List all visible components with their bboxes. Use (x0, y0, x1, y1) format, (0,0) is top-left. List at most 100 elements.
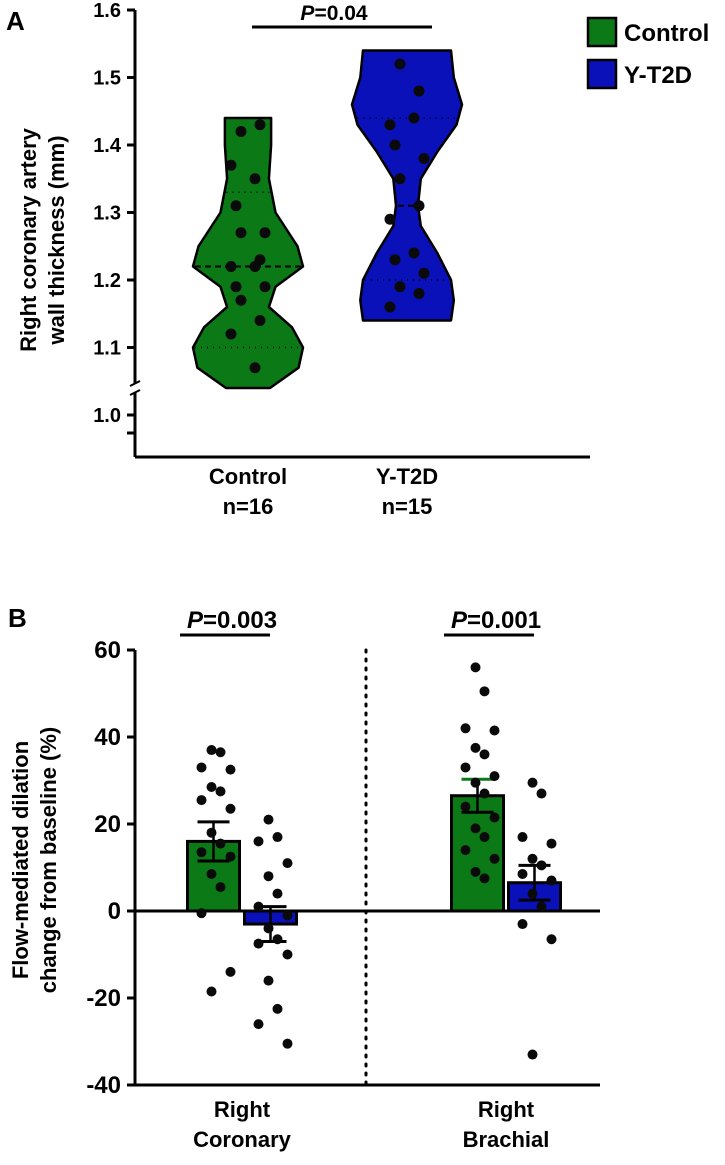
panel-a: A Right coronary artery wall thickness (m… (6, 0, 709, 519)
panel-b-ytick-label: -40 (86, 1072, 121, 1099)
violin-1-point (418, 153, 430, 164)
violin-0-point (259, 281, 271, 293)
point-0-0 (206, 745, 217, 756)
violin-0-point (235, 294, 247, 306)
point-0-0 (196, 795, 207, 806)
point-0-0 (225, 803, 236, 814)
violin-0-point (254, 315, 266, 326)
point-0-1 (263, 814, 274, 825)
point-0-1 (263, 923, 274, 934)
violin-0-point (235, 126, 247, 137)
panel-a-ytick-label: 1.0 (93, 405, 121, 427)
panel-a-ytick-label: 1.4 (93, 135, 122, 157)
point-1-0 (460, 762, 471, 773)
violin-0-point (225, 159, 237, 171)
point-1-0 (470, 662, 481, 673)
point-0-1 (263, 975, 274, 986)
legend-label-1: Y-T2D (624, 62, 692, 89)
point-1-1 (527, 888, 538, 899)
point-1-0 (489, 812, 500, 823)
point-1-0 (470, 823, 481, 834)
panel-a-ylabel-line1: Right coronary artery (16, 127, 41, 351)
point-0-0 (196, 908, 207, 919)
point-1-0 (460, 801, 471, 812)
panel-b-ytick-label: 60 (94, 637, 121, 664)
point-1-1 (546, 875, 557, 886)
point-0-1 (253, 901, 264, 912)
panel-a-ytick-label: 1.1 (93, 338, 121, 360)
point-1-0 (479, 788, 490, 799)
panel-a-xtick-label-1: Y-T2D (376, 464, 438, 489)
panel-a-ytick-label: 1.5 (93, 68, 121, 90)
panel-a-p-value-prefix: P (300, 2, 315, 25)
point-0-1 (282, 949, 293, 960)
point-0-0 (225, 764, 236, 775)
point-1-0 (470, 742, 481, 753)
panel-b-xtick-label-1-line1: Right (478, 1097, 535, 1122)
point-0-1 (272, 832, 283, 843)
panel-b-ylabel-line1: Flow-mediated dilation (8, 741, 33, 979)
violin-1-point (413, 288, 425, 299)
violin-1 (350, 49, 464, 322)
point-1-1 (517, 832, 528, 843)
panel-a-p-value: P=0.04 (300, 2, 367, 25)
panel-b-ylabel: Flow-mediated dilation change from baseli… (8, 727, 61, 994)
point-0-0 (215, 747, 226, 758)
panel-a-ylabel-line2: wall thickness (mm) (44, 135, 69, 345)
panel-a-ytick-label: 1.2 (93, 270, 121, 292)
panel-a-n-label-0: n=16 (223, 494, 274, 519)
point-1-1 (527, 853, 538, 864)
point-1-0 (489, 725, 500, 736)
p-value-1-prefix: P (451, 607, 468, 634)
point-0-0 (215, 838, 226, 849)
violin-1-point (394, 173, 406, 185)
panel-a-n-label-1: n=15 (382, 494, 433, 519)
p-value-1-value: =0.001 (467, 607, 541, 634)
violin-0-point (259, 227, 271, 239)
point-0-1 (272, 888, 283, 899)
point-0-1 (272, 1003, 283, 1014)
point-1-0 (479, 749, 490, 760)
point-1-1 (546, 838, 557, 849)
point-0-1 (282, 910, 293, 921)
panel-a-p-value-value: =0.04 (314, 2, 367, 25)
point-0-1 (272, 934, 283, 945)
panel-b-ytick-label: -20 (86, 985, 121, 1012)
point-1-1 (527, 1049, 538, 1060)
violin-1-point (418, 267, 430, 279)
panel-b-xtick-label-0-line2: Coronary (193, 1127, 292, 1152)
point-1-0 (470, 866, 481, 877)
panel-b-ytick-label: 40 (94, 724, 121, 751)
violin-0-point (254, 119, 266, 131)
p-value-0-value: =0.003 (203, 607, 277, 634)
violin-1-point (408, 247, 420, 259)
point-1-0 (489, 853, 500, 864)
p-value-1: P=0.001 (451, 607, 541, 634)
point-0-0 (225, 851, 236, 862)
panel-a-ytick-label: 1.6 (93, 0, 121, 22)
violin-1-point (413, 200, 425, 212)
violin-0-point (249, 173, 261, 185)
violin-0 (191, 116, 305, 390)
point-1-0 (460, 723, 471, 734)
panel-a-letter: A (6, 6, 25, 36)
panel-a-axis-break-1 (129, 380, 141, 387)
violin-0-point (249, 261, 261, 272)
legend-swatch-1 (586, 58, 618, 90)
violin-0-point (235, 227, 247, 239)
point-1-1 (517, 869, 528, 880)
violin-0-point (230, 281, 242, 293)
point-0-1 (282, 1038, 293, 1049)
violin-1-point (384, 213, 396, 225)
violin-1-point (389, 139, 401, 151)
point-0-1 (263, 871, 274, 882)
point-1-0 (479, 873, 490, 884)
p-value-0-prefix: P (187, 607, 204, 634)
point-1-0 (479, 686, 490, 697)
violin-1-point (384, 119, 396, 131)
point-0-0 (206, 869, 217, 880)
panel-a-ytick-label: 1.3 (93, 203, 121, 225)
violin-0-point (225, 328, 237, 340)
point-1-1 (517, 919, 528, 930)
